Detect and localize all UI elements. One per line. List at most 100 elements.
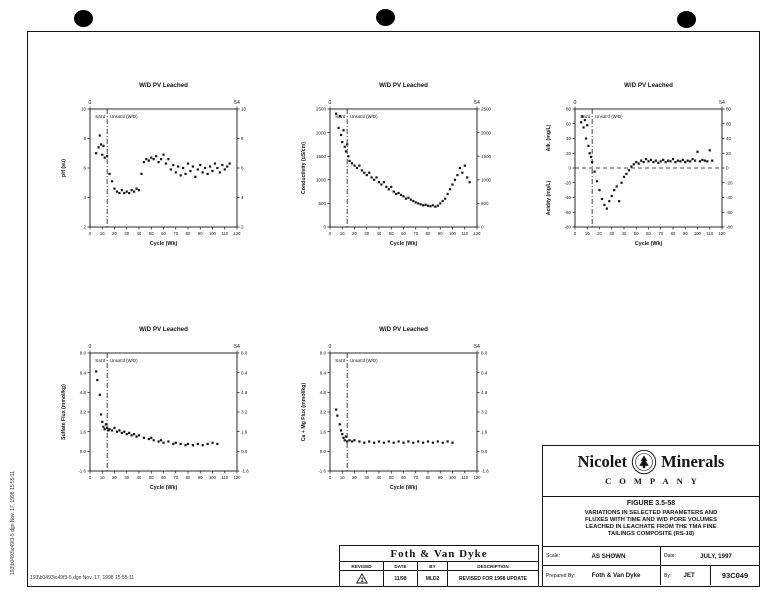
chart-sulfate-flux: W/D PV Leached 0 54 -1.6 -1.6 0.0 0.0 1.6 1.6 3.2… (56, 321, 261, 501)
company-banner: Nicolet Minerals COMPANY (543, 446, 759, 497)
svg-text:60: 60 (401, 475, 406, 480)
svg-text:60: 60 (161, 475, 166, 480)
svg-text:2500: 2500 (316, 107, 327, 112)
svg-text:Sulfate Flux (mmol/kg): Sulfate Flux (mmol/kg) (61, 384, 67, 440)
figure-number: FIGURE 3.5-58 (626, 500, 676, 507)
svg-text:1.6: 1.6 (481, 429, 488, 434)
svg-text:1: 1 (360, 578, 364, 584)
chart-ca-mg-flux: W/D PV Leached 0 54 -1.6 -1.6 0.0 0.0 1.6 1.6 3.2… (296, 321, 501, 501)
rev-by-cell: MLD2 (418, 571, 448, 586)
svg-text:50: 50 (389, 475, 394, 480)
svg-text:0: 0 (329, 231, 332, 236)
svg-text:-60: -60 (726, 210, 733, 215)
date-value: JULY, 1997 (700, 552, 732, 560)
svg-text:90: 90 (198, 231, 203, 236)
figure-title: VARIATIONS IN SELECTED PARAMETERS AND FL… (543, 510, 759, 538)
svg-text:120: 120 (474, 475, 482, 480)
svg-text:20: 20 (597, 231, 602, 236)
svg-text:70: 70 (658, 231, 663, 236)
svg-text:110: 110 (706, 231, 713, 236)
svg-text:Unsat'd (W/D): Unsat'd (W/D) (110, 358, 138, 363)
rev-marker-cell: 1 (340, 571, 384, 586)
svg-text:2000: 2000 (316, 130, 327, 135)
revision-table: REVISED DATE BY DESCRIPTION 1 11/98 MLD2… (340, 562, 538, 586)
svg-text:1500: 1500 (316, 154, 327, 159)
svg-text:Sat'd: Sat'd (95, 358, 105, 363)
svg-text:120: 120 (234, 475, 242, 480)
svg-text:-1.6: -1.6 (318, 469, 326, 474)
svg-text:0: 0 (329, 100, 332, 106)
svg-text:Sat'd: Sat'd (580, 114, 590, 119)
svg-text:30: 30 (124, 231, 129, 236)
rev-header-date: DATE (384, 562, 418, 571)
revision-block: Foth & Van Dyke REVISED DATE BY DESCRIPT… (339, 545, 539, 586)
svg-text:100: 100 (694, 231, 702, 236)
svg-text:40: 40 (137, 475, 142, 480)
svg-text:6: 6 (241, 166, 244, 171)
svg-text:W/D PV Leached: W/D PV Leached (139, 82, 188, 89)
date-label: Date: (664, 553, 676, 559)
svg-text:3.2: 3.2 (241, 410, 248, 415)
svg-text:Sat'd: Sat'd (335, 358, 345, 363)
title-block: Nicolet Minerals COMPANY FIGURE 3.5-58 V… (542, 445, 759, 586)
svg-text:Cycle (Wk): Cycle (Wk) (390, 485, 418, 491)
prepared-by-value: Foth & Van Dyke (591, 572, 641, 579)
svg-text:Ca + Mg Flux (mmol/kg): Ca + Mg Flux (mmol/kg) (301, 383, 307, 442)
svg-text:10: 10 (100, 475, 105, 480)
svg-text:Unsat'd (W/D): Unsat'd (W/D) (595, 114, 623, 119)
svg-text:90: 90 (438, 475, 443, 480)
svg-text:0: 0 (89, 100, 92, 106)
scale-cell: Scale: AS SHOWN (543, 547, 661, 565)
file-path-side: 193\b0493\c49f3-5.dgn Nov. 17, 1998 15:5… (10, 470, 16, 575)
svg-text:4.8: 4.8 (241, 390, 248, 395)
svg-text:54: 54 (474, 344, 480, 350)
svg-text:0.0: 0.0 (241, 449, 248, 454)
svg-text:Alk. (mg/L): Alk. (mg/L) (546, 124, 552, 151)
svg-text:-40: -40 (726, 195, 733, 200)
svg-text:10: 10 (100, 231, 105, 236)
revision-triangle-icon: 1 (355, 573, 368, 584)
svg-text:100: 100 (449, 475, 457, 480)
svg-text:50: 50 (389, 231, 394, 236)
svg-text:0: 0 (329, 475, 332, 480)
svg-text:10: 10 (585, 231, 590, 236)
binder-hole-icon (376, 9, 395, 26)
svg-text:30: 30 (124, 475, 129, 480)
svg-text:100: 100 (209, 475, 217, 480)
svg-text:W/D PV Leached: W/D PV Leached (379, 82, 428, 89)
svg-text:4.8: 4.8 (320, 390, 327, 395)
svg-text:54: 54 (234, 100, 240, 106)
svg-text:80: 80 (426, 475, 431, 480)
by-label: By: (664, 572, 672, 579)
svg-text:50: 50 (149, 231, 154, 236)
svg-text:4.8: 4.8 (481, 390, 488, 395)
svg-text:0.0: 0.0 (481, 449, 488, 454)
svg-text:110: 110 (221, 231, 228, 236)
figure-title-line: TAILINGS COMPOSITE (RS-18) (607, 531, 695, 537)
svg-text:90: 90 (438, 231, 443, 236)
svg-text:Unsat'd (W/D): Unsat'd (W/D) (350, 358, 378, 363)
svg-text:70: 70 (413, 475, 418, 480)
svg-text:80: 80 (726, 107, 732, 112)
svg-text:8: 8 (241, 136, 244, 141)
svg-text:1.6: 1.6 (80, 429, 87, 434)
svg-text:Cycle (Wk): Cycle (Wk) (390, 241, 418, 247)
svg-text:30: 30 (609, 231, 614, 236)
svg-text:10: 10 (340, 231, 345, 236)
svg-text:4: 4 (241, 195, 244, 200)
svg-text:2: 2 (241, 225, 244, 230)
svg-text:0.0: 0.0 (320, 449, 327, 454)
svg-text:30: 30 (364, 475, 369, 480)
scale-label: Scale: (546, 553, 560, 559)
svg-text:0: 0 (568, 166, 571, 171)
rev-header-by: BY (418, 562, 448, 571)
nicolet-logo-icon (631, 449, 657, 475)
chart-alk-acidity: W/D PV Leached 0 54 -80 -80 -60 -60 -40 -40 -20 -2… (541, 77, 746, 257)
svg-text:Unsat'd (W/D): Unsat'd (W/D) (110, 114, 138, 119)
svg-text:80: 80 (566, 107, 572, 112)
svg-text:6: 6 (83, 166, 86, 171)
svg-text:20: 20 (352, 475, 357, 480)
svg-text:0: 0 (329, 344, 332, 350)
svg-text:2: 2 (83, 225, 86, 230)
